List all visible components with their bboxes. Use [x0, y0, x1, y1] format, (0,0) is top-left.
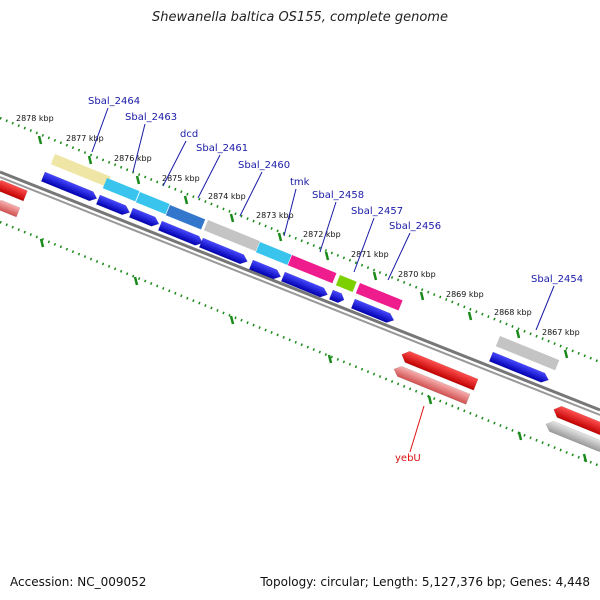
feature-sbal-2461	[165, 205, 206, 230]
gene-label-sbal-2464[interactable]: Sbal_2464	[88, 96, 140, 107]
forward-gene-arrow-0	[40, 171, 98, 202]
kbp-label-2877: 2877 kbp	[66, 134, 104, 143]
reverse-gene-arrow-left	[0, 179, 28, 202]
inner-tick-1	[133, 276, 139, 286]
inner-tick-6	[582, 453, 588, 463]
feature-sbal-2463	[102, 178, 140, 202]
outer-tick-2869	[467, 311, 473, 321]
reverse-gene-arrow-left-light	[0, 199, 21, 218]
leader-sbal-2454	[535, 285, 555, 331]
feature-sbal-2454	[495, 336, 560, 371]
leader-sbal-2458	[319, 201, 337, 253]
feature-sbal-2457	[355, 283, 403, 311]
outer-tick-2868	[515, 329, 521, 339]
leader-sbal-2460	[239, 171, 263, 217]
forward-gene-arrow-6	[280, 271, 328, 298]
outer-tick-2875	[183, 195, 189, 205]
feature-sbal-2464	[50, 154, 111, 187]
accession-label: Accession: NC_009052	[10, 575, 147, 589]
forward-gene-arrow-5	[248, 259, 282, 280]
outer-tick-2870	[419, 291, 425, 301]
genome-summary: Topology: circular; Length: 5,127,376 bp…	[260, 575, 590, 589]
gene-label-tmk[interactable]: tmk	[290, 177, 310, 188]
leader-sbal-2456	[387, 232, 411, 281]
feature-sbal-2460	[203, 220, 260, 252]
outer-tick-2872	[324, 251, 330, 261]
gene-label-sbal-2454[interactable]: Sbal_2454	[531, 274, 583, 285]
leader-tmk	[283, 188, 297, 237]
kbp-label-2869: 2869 kbp	[446, 290, 484, 299]
forward-gene-arrow-1	[95, 194, 130, 216]
gene-label-sbal-2463[interactable]: Sbal_2463	[125, 112, 177, 123]
leader-yebu	[409, 405, 425, 453]
feature-sbal-2458	[287, 255, 337, 284]
leader-sbal-2464	[91, 107, 109, 153]
feature-sbal-2457-small	[335, 275, 357, 292]
inner-tick-4	[427, 395, 433, 405]
outer-tick-2867	[563, 349, 569, 359]
reverse-gene-arrow-right-gray	[545, 420, 600, 453]
ruler-ticks: 2878 kbp 2877 kbp 2876 kbp 2875 kbp 2874 kbp…	[16, 114, 588, 463]
inner-tick-2	[229, 315, 235, 325]
leader-dcd	[162, 140, 187, 187]
outer-tick-2874	[229, 213, 235, 223]
kbp-label-2868: 2868 kbp	[494, 308, 532, 317]
inner-ruler-track	[0, 220, 600, 468]
yebu-gene-arrow-light	[393, 365, 471, 405]
kbp-label-2872: 2872 kbp	[303, 230, 341, 239]
kbp-label-2878: 2878 kbp	[16, 114, 54, 123]
gene-label-yebu[interactable]: yebU	[395, 453, 421, 464]
kbp-label-2871: 2871 kbp	[351, 250, 389, 259]
yebu-gene-arrow	[401, 350, 479, 391]
kbp-label-2875: 2875 kbp	[162, 174, 200, 183]
feature-tmk	[255, 242, 292, 265]
kbp-label-2873: 2873 kbp	[256, 211, 294, 220]
leader-sbal-2463	[132, 123, 146, 173]
leader-sbal-2461	[197, 154, 221, 199]
inner-tick-3	[327, 354, 333, 364]
outer-ruler-track	[0, 116, 600, 364]
feature-dcd	[135, 192, 170, 215]
genome-backbone	[0, 170, 600, 416]
gene-label-sbal-2460[interactable]: Sbal_2460	[238, 160, 290, 171]
kbp-label-2876: 2876 kbp	[114, 154, 152, 163]
reverse-gene-arrow-right	[553, 405, 600, 439]
kbp-label-2867: 2867 kbp	[542, 328, 580, 337]
outer-tick-2871	[372, 271, 378, 281]
gene-label-sbal-2461[interactable]: Sbal_2461	[196, 143, 248, 154]
outer-tick-2873	[277, 232, 283, 242]
forward-gene-arrow-3	[157, 220, 204, 246]
forward-gene-arrow-9	[488, 351, 549, 383]
inner-tick-5	[517, 431, 523, 441]
outer-tick-2876	[135, 175, 141, 185]
gene-label-sbal-2456[interactable]: Sbal_2456	[389, 221, 441, 232]
outer-tick-2877	[87, 155, 93, 165]
kbp-label-2874: 2874 kbp	[208, 192, 246, 201]
map-title: Shewanella baltica OS155, complete genom…	[152, 10, 448, 25]
inner-tick-0	[39, 238, 45, 248]
forward-gene-arrow-7	[328, 289, 345, 304]
forward-gene-arrow-4	[198, 237, 248, 265]
leader-sbal-2457	[353, 217, 375, 273]
gene-label-dcd[interactable]: dcd	[180, 129, 198, 140]
gene-label-sbal-2458[interactable]: Sbal_2458	[312, 190, 364, 201]
forward-gene-arrow-8	[350, 298, 395, 323]
outer-tick-2878	[37, 135, 43, 145]
gene-label-sbal-2457[interactable]: Sbal_2457	[351, 206, 403, 217]
kbp-label-2870: 2870 kbp	[398, 270, 436, 279]
forward-gene-arrow-2	[128, 207, 160, 227]
